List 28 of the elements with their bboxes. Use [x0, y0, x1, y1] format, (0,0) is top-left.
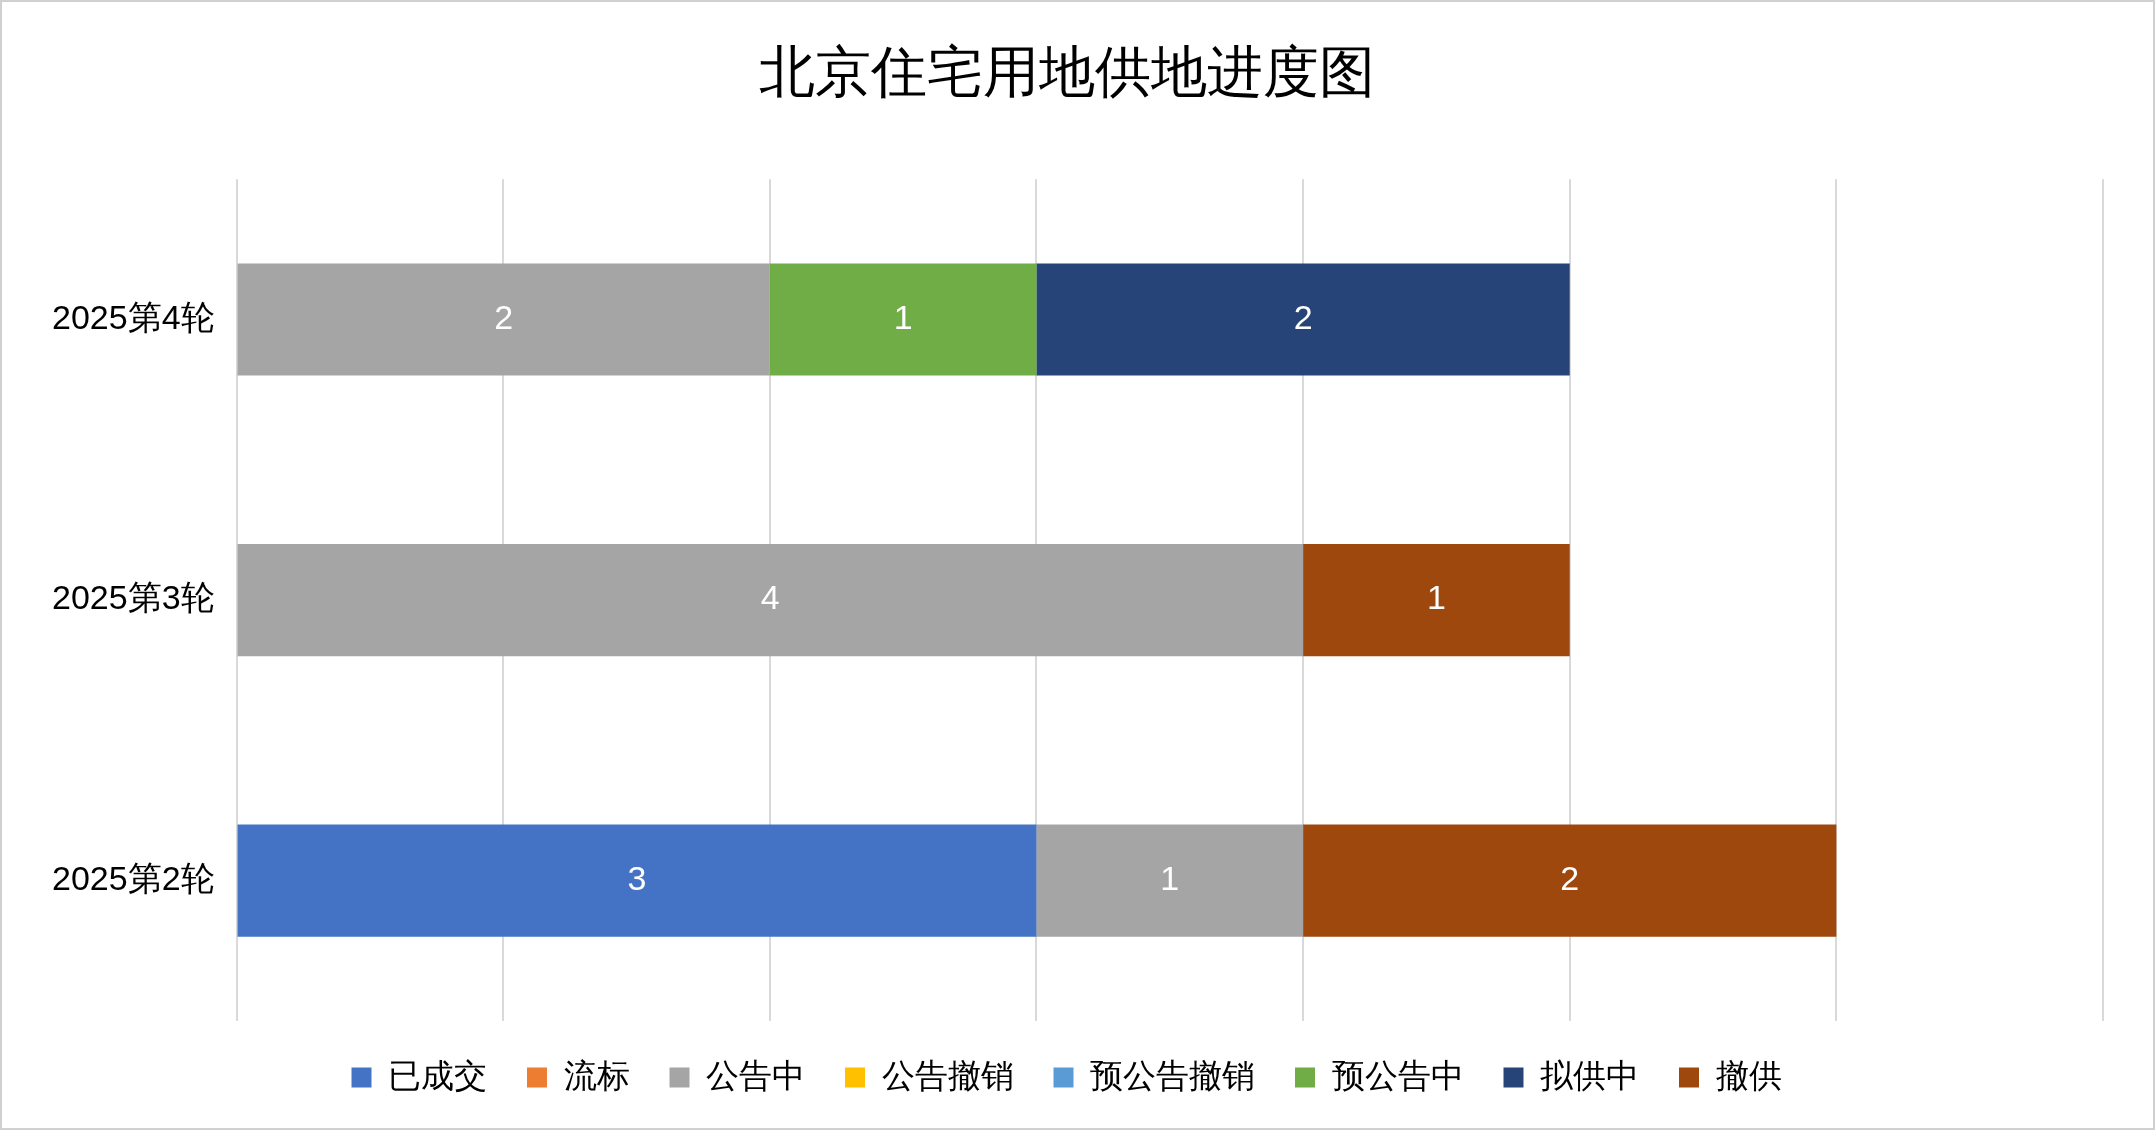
legend-label: 预公告中	[1331, 1056, 1464, 1094]
bar	[237, 824, 1037, 937]
data-label: 1	[1426, 578, 1446, 617]
legend-label: 已成交	[388, 1056, 487, 1094]
data-label: 2	[1560, 859, 1580, 898]
y-tick-label: 2025第3轮	[52, 578, 215, 617]
bar	[769, 263, 1037, 376]
data-label: 3	[627, 859, 647, 898]
bar	[237, 263, 770, 376]
data-label: 2	[494, 297, 514, 336]
legend-label: 预公告撤销	[1090, 1056, 1255, 1094]
legend-label: 拟供中	[1540, 1056, 1639, 1094]
bar	[1036, 263, 1570, 376]
data-label: 4	[760, 578, 780, 617]
y-tick-label: 2025第2轮	[52, 859, 215, 898]
legend-label: 撤供	[1715, 1056, 1782, 1094]
legend-label: 公告中	[706, 1056, 805, 1094]
y-tick-label: 2025第4轮	[52, 297, 215, 336]
bar	[1303, 543, 1570, 657]
data-label: 1	[893, 297, 913, 336]
chart-title: 北京住宅用地供地进度图	[758, 40, 1375, 104]
bar	[1036, 824, 1304, 937]
bar	[237, 543, 1304, 657]
bar	[1303, 824, 1837, 937]
data-label: 1	[1160, 859, 1180, 898]
legend-label: 公告撤销	[881, 1056, 1014, 1094]
data-label: 2	[1293, 297, 1313, 336]
legend-label: 流标	[563, 1056, 630, 1094]
